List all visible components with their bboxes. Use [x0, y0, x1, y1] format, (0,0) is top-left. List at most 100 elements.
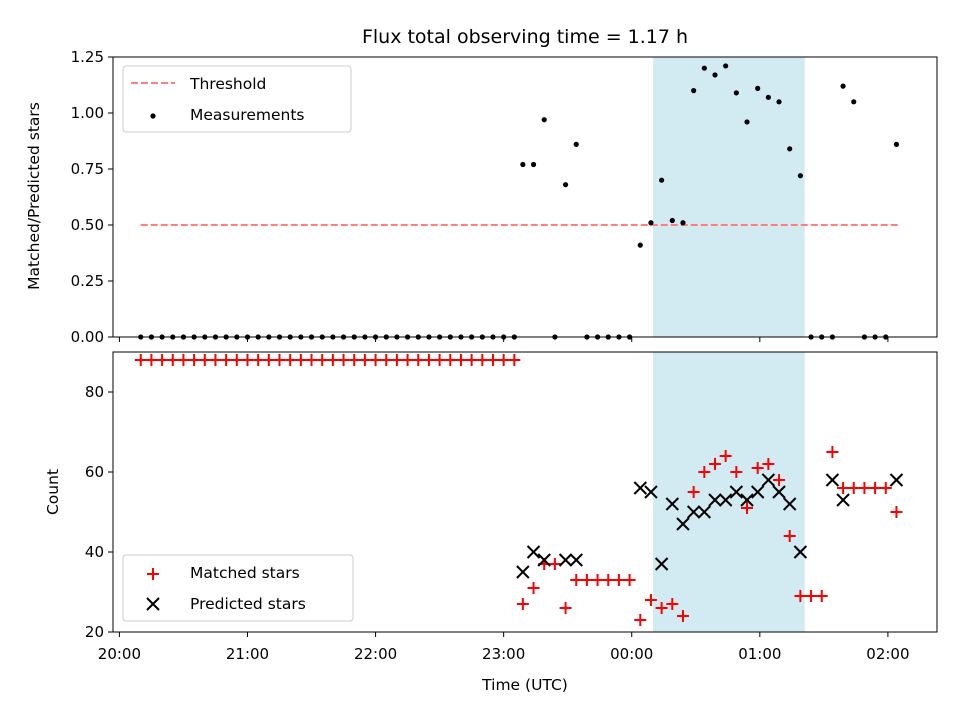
matched-star-point — [508, 354, 521, 366]
matched-star-point — [516, 598, 529, 610]
bottom-y-axis-label: Count — [44, 469, 62, 515]
top-x-ticks — [118, 337, 889, 342]
predicted-star-point — [686, 505, 701, 519]
measurement-point — [691, 88, 697, 94]
matched-star-point — [412, 354, 425, 366]
measurement-point — [520, 161, 526, 168]
threshold-legend-label: Threshold — [189, 75, 266, 93]
predicted-star-point — [772, 485, 786, 499]
bottom-x-tick-label: 00:00 — [610, 645, 653, 663]
matched-star-point — [655, 602, 668, 614]
predicted-star-point — [782, 497, 797, 511]
matched-star-point — [858, 482, 871, 494]
matched-star-point — [676, 610, 689, 622]
bottom-legend-box — [122, 554, 354, 622]
top-y-tick-label: 0.25 — [71, 272, 104, 290]
matched-star-point — [476, 354, 489, 366]
matched-star-point — [847, 482, 860, 494]
matched-star-point — [741, 502, 754, 514]
matched-star-point — [794, 590, 807, 602]
matched-star-point — [666, 598, 679, 610]
matched-star-point — [326, 354, 339, 366]
predicted-star-point — [676, 517, 690, 531]
matched-star-point — [762, 458, 775, 470]
top-y-tick-label: 0.00 — [71, 328, 104, 346]
measurement-point — [680, 220, 686, 226]
predicted-star-point — [537, 553, 551, 567]
matched-star-point — [305, 354, 318, 366]
measurement-point — [893, 141, 900, 147]
matched-star-point — [294, 354, 307, 366]
matched-star-point — [444, 354, 457, 366]
matched-star-point — [454, 354, 467, 366]
measurement-point — [723, 63, 729, 69]
bottom-x-axis-label: Time (UTC) — [481, 676, 568, 694]
matched-star-point — [401, 354, 414, 366]
top-y-tick-label: 1.25 — [71, 48, 104, 66]
predicted-star-point — [644, 485, 658, 499]
predicted-star-point — [697, 505, 712, 519]
matched-star-point — [316, 354, 329, 366]
matched-star-point — [284, 354, 297, 366]
predicted-stars-points — [516, 473, 904, 579]
top-legend-box — [122, 65, 352, 133]
matched-star-point — [837, 482, 850, 494]
predicted-stars-legend-label: Predicted stars — [190, 595, 306, 613]
matched-star-point — [879, 482, 892, 494]
matched-star-point — [433, 354, 446, 366]
measurement-point — [530, 161, 537, 168]
predicted-star-point — [761, 473, 776, 487]
predicted-star-point — [708, 493, 722, 507]
top-axes-frame — [112, 56, 938, 338]
predicted-star-point — [665, 497, 680, 511]
matched-star-point — [390, 354, 403, 366]
predicted-star-point — [633, 481, 647, 495]
matched-star-point — [815, 590, 828, 602]
predicted-star-point — [825, 473, 840, 487]
matched-star-point — [527, 582, 540, 594]
matched-star-point — [826, 446, 839, 458]
matched-star-point — [719, 450, 732, 462]
measurement-point — [744, 119, 750, 125]
top-y-tick-label: 0.75 — [71, 160, 104, 178]
matched-star-point — [783, 530, 796, 542]
matched-star-point — [751, 462, 764, 474]
predicted-star-point — [558, 553, 573, 567]
predicted-star-point — [729, 485, 744, 499]
matched-star-point — [497, 354, 510, 366]
measurement-point — [733, 90, 739, 96]
predicted-star-point — [740, 493, 754, 507]
matched-star-point — [198, 354, 211, 366]
matched-star-point — [156, 354, 169, 366]
matched-star-point — [241, 354, 254, 366]
matched-star-point — [805, 590, 818, 602]
matched-star-point — [177, 354, 190, 366]
matched-star-point — [166, 354, 179, 366]
top-y-axis-label: Matched/Predicted stars — [25, 102, 43, 290]
measurement-point — [840, 83, 846, 89]
predicted-star-point — [718, 493, 733, 507]
predicted-stars-legend-swatch — [146, 597, 160, 611]
matched-star-point — [337, 354, 350, 366]
matched-star-point — [602, 574, 615, 586]
predicted-star-point — [793, 545, 808, 559]
matched-stars-legend-swatch — [147, 568, 159, 580]
bottom-y-tick-label: 80 — [85, 383, 104, 401]
matched-star-point — [730, 466, 743, 478]
measurement-point — [787, 146, 793, 152]
bottom-x-tick-label: 22:00 — [354, 645, 397, 663]
matched-stars-points — [134, 354, 903, 626]
top-y-tick-label: 1.00 — [71, 104, 104, 122]
matched-star-point — [273, 354, 286, 366]
matched-star-point — [644, 594, 657, 606]
measurement-point — [755, 85, 761, 91]
measurement-point — [765, 94, 771, 100]
matched-star-point — [262, 354, 275, 366]
matched-star-point — [134, 354, 147, 366]
measurement-point — [797, 173, 803, 179]
measurement-point — [637, 242, 643, 248]
matched-star-point — [559, 602, 572, 614]
bottom-x-tick-label: 21:00 — [226, 645, 269, 663]
matched-star-point — [773, 474, 786, 486]
